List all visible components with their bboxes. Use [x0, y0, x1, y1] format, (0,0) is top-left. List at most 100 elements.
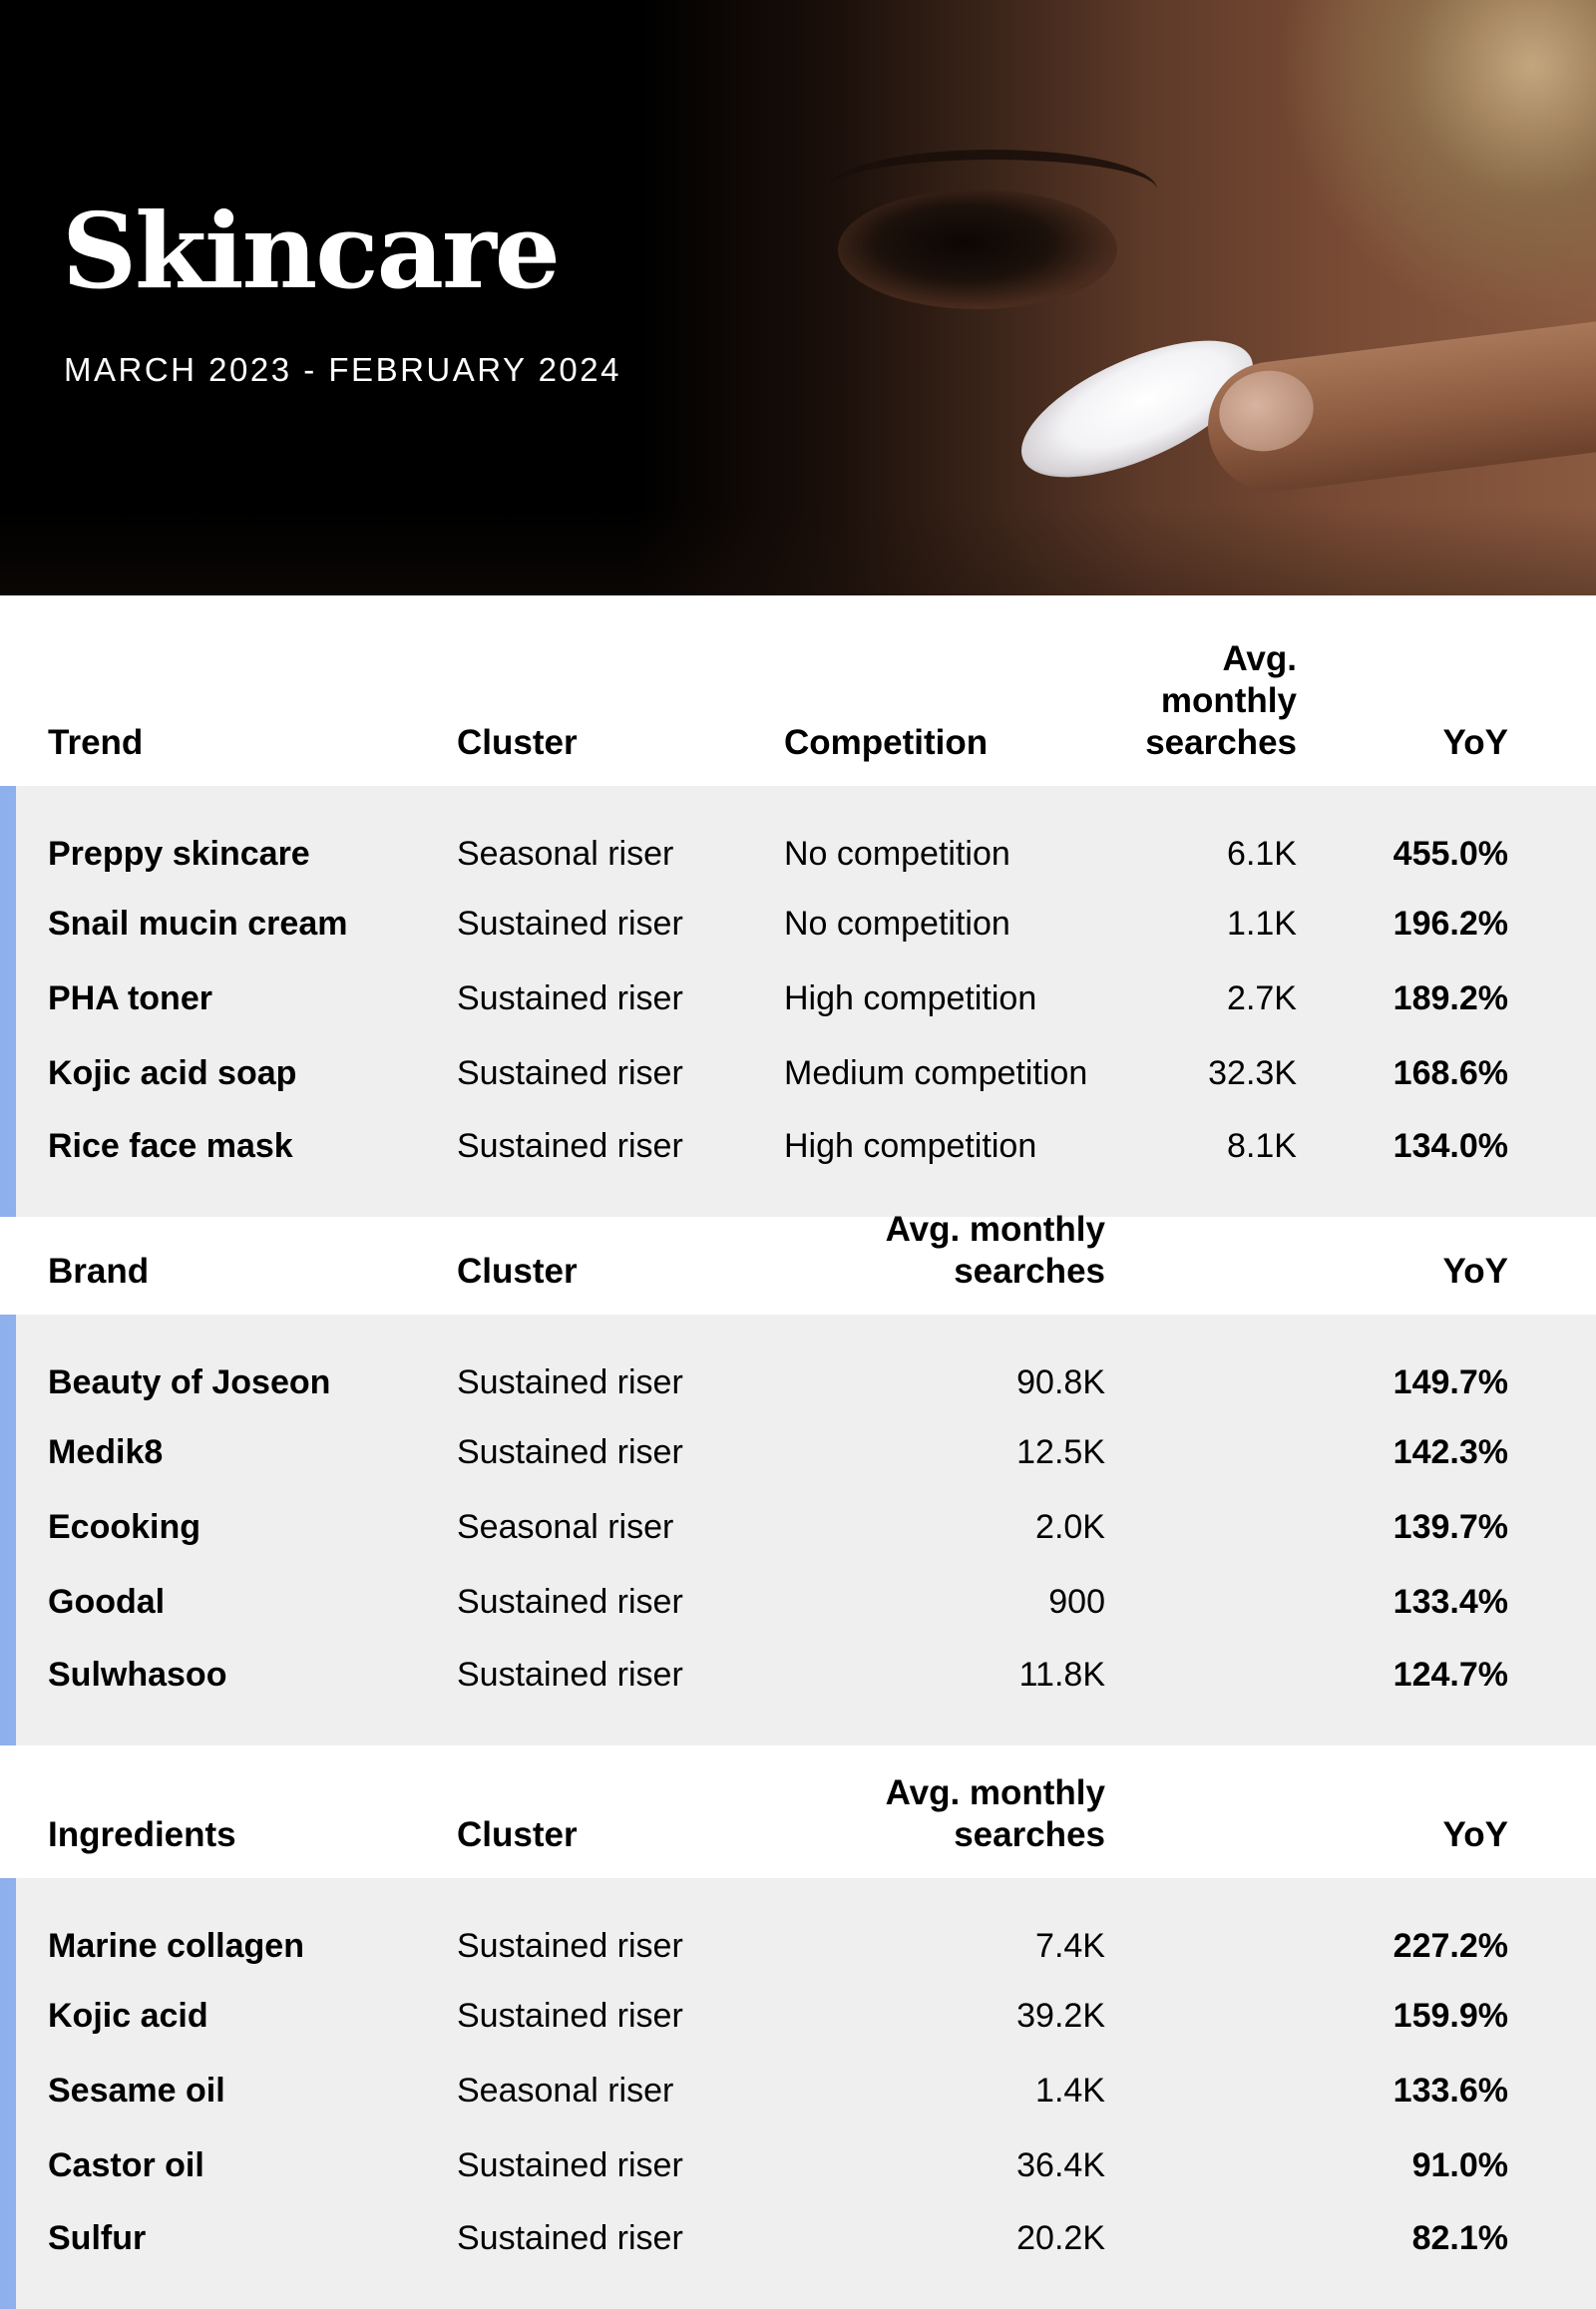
- cluster-cell: Sustained riser: [457, 1979, 806, 2054]
- yoy-cell: 124.7%: [1105, 1640, 1508, 1745]
- ingredient-name: Kojic acid: [48, 1979, 457, 2054]
- trends-table: Trend Cluster Competition Avg. monthly se…: [0, 638, 1596, 1217]
- column-header-cluster: Cluster: [457, 1815, 578, 1854]
- cluster-cell: Sustained riser: [457, 2128, 806, 2203]
- hero-photo-shade: [0, 506, 1596, 595]
- table-row: Medik8 Sustained riser 12.5K 142.3%: [0, 1415, 1596, 1490]
- trend-name: Snail mucin cream: [48, 887, 457, 962]
- yoy-cell: 159.9%: [1105, 1979, 1508, 2054]
- column-header-trend: Trend: [48, 723, 144, 762]
- searches-cell: 6.1K: [1133, 786, 1297, 887]
- column-header-yoy: YoY: [1442, 1815, 1508, 1854]
- brand-name: Ecooking: [48, 1490, 457, 1565]
- yoy-cell: 196.2%: [1297, 887, 1508, 962]
- yoy-cell: 168.6%: [1297, 1036, 1508, 1111]
- table-row: Snail mucin cream Sustained riser No com…: [0, 887, 1596, 962]
- cluster-cell: Seasonal riser: [457, 1490, 806, 1565]
- yoy-cell: 133.4%: [1105, 1565, 1508, 1640]
- trend-name: Preppy skincare: [48, 786, 457, 887]
- table-row: Preppy skincare Seasonal riser No compet…: [0, 786, 1596, 887]
- column-header-avg-monthly-searches: Avg. monthly searches: [885, 1773, 1105, 1854]
- competition-cell: No competition: [784, 887, 1133, 962]
- ingredients-table: Ingredients Cluster Avg. monthly searches…: [0, 1764, 1596, 2309]
- yoy-cell: 133.6%: [1105, 2054, 1508, 2128]
- brand-name: Goodal: [48, 1565, 457, 1640]
- searches-cell: 7.4K: [806, 1878, 1105, 1979]
- yoy-cell: 149.7%: [1105, 1315, 1508, 1415]
- cluster-cell: Sustained riser: [457, 1111, 784, 1217]
- yoy-cell: 227.2%: [1105, 1878, 1508, 1979]
- column-header-cluster: Cluster: [457, 723, 578, 762]
- cluster-cell: Sustained riser: [457, 962, 784, 1036]
- table-row: Goodal Sustained riser 900 133.4%: [0, 1565, 1596, 1640]
- column-header-avg-monthly-searches: Avg. monthly searches: [885, 1210, 1105, 1291]
- yoy-cell: 142.3%: [1105, 1415, 1508, 1490]
- column-header-yoy: YoY: [1442, 723, 1508, 762]
- table-row: Ecooking Seasonal riser 2.0K 139.7%: [0, 1490, 1596, 1565]
- cluster-cell: Seasonal riser: [457, 786, 784, 887]
- searches-cell: 1.1K: [1133, 887, 1297, 962]
- cluster-cell: Sustained riser: [457, 887, 784, 962]
- competition-cell: High competition: [784, 962, 1133, 1036]
- cluster-cell: Sustained riser: [457, 1878, 806, 1979]
- searches-cell: 36.4K: [806, 2128, 1105, 2203]
- column-header-cluster: Cluster: [457, 1252, 578, 1291]
- ingredient-name: Castor oil: [48, 2128, 457, 2203]
- brand-name: Beauty of Joseon: [48, 1315, 457, 1415]
- yoy-cell: 82.1%: [1105, 2203, 1508, 2309]
- yoy-cell: 91.0%: [1105, 2128, 1508, 2203]
- column-header-brand: Brand: [48, 1252, 150, 1291]
- table-row: Kojic acid Sustained riser 39.2K 159.9%: [0, 1979, 1596, 2054]
- yoy-cell: 189.2%: [1297, 962, 1508, 1036]
- table-row: Kojic acid soap Sustained riser Medium c…: [0, 1036, 1596, 1111]
- ingredient-name: Sulfur: [48, 2203, 457, 2309]
- table-row: Sulwhasoo Sustained riser 11.8K 124.7%: [0, 1640, 1596, 1745]
- cluster-cell: Seasonal riser: [457, 2054, 806, 2128]
- searches-cell: 32.3K: [1133, 1036, 1297, 1111]
- hero-photo-eyebrow: [828, 150, 1157, 229]
- column-header-yoy: YoY: [1442, 1252, 1508, 1291]
- ingredient-name: Marine collagen: [48, 1878, 457, 1979]
- trend-name: Rice face mask: [48, 1111, 457, 1217]
- cluster-cell: Sustained riser: [457, 1415, 806, 1490]
- page-title: Skincare: [62, 190, 561, 312]
- yoy-cell: 455.0%: [1297, 786, 1508, 887]
- cluster-cell: Sustained riser: [457, 1565, 806, 1640]
- competition-cell: No competition: [784, 786, 1133, 887]
- cluster-cell: Sustained riser: [457, 1315, 806, 1415]
- cluster-cell: Sustained riser: [457, 1640, 806, 1745]
- table-row: Beauty of Joseon Sustained riser 90.8K 1…: [0, 1315, 1596, 1415]
- table-row: Castor oil Sustained riser 36.4K 91.0%: [0, 2128, 1596, 2203]
- table-row: PHA toner Sustained riser High competiti…: [0, 962, 1596, 1036]
- column-header-ingredients: Ingredients: [48, 1815, 236, 1854]
- competition-cell: High competition: [784, 1111, 1133, 1217]
- hero-banner: Skincare MARCH 2023 - FEBRUARY 2024: [0, 0, 1596, 595]
- searches-cell: 900: [806, 1565, 1105, 1640]
- table-row: Rice face mask Sustained riser High comp…: [0, 1111, 1596, 1217]
- yoy-cell: 134.0%: [1297, 1111, 1508, 1217]
- searches-cell: 20.2K: [806, 2203, 1105, 2309]
- hero-photo-hair: [1277, 0, 1596, 329]
- table-row: Sesame oil Seasonal riser 1.4K 133.6%: [0, 2054, 1596, 2128]
- date-range: MARCH 2023 - FEBRUARY 2024: [64, 351, 621, 388]
- brand-name: Sulwhasoo: [48, 1640, 457, 1745]
- searches-cell: 39.2K: [806, 1979, 1105, 2054]
- yoy-cell: 139.7%: [1105, 1490, 1508, 1565]
- column-header-avg-monthly-searches: Avg. monthly searches: [1145, 639, 1297, 762]
- ingredient-name: Sesame oil: [48, 2054, 457, 2128]
- cluster-cell: Sustained riser: [457, 2203, 806, 2309]
- searches-cell: 2.0K: [806, 1490, 1105, 1565]
- searches-cell: 1.4K: [806, 2054, 1105, 2128]
- searches-cell: 8.1K: [1133, 1111, 1297, 1217]
- column-header-competition: Competition: [784, 723, 989, 762]
- hero-photo-eye: [838, 190, 1117, 309]
- brands-table: Brand Cluster Avg. monthly searches YoY B…: [0, 1201, 1596, 1745]
- brand-name: Medik8: [48, 1415, 457, 1490]
- table-row: Marine collagen Sustained riser 7.4K 227…: [0, 1878, 1596, 1979]
- trend-name: PHA toner: [48, 962, 457, 1036]
- trend-name: Kojic acid soap: [48, 1036, 457, 1111]
- cluster-cell: Sustained riser: [457, 1036, 784, 1111]
- searches-cell: 90.8K: [806, 1315, 1105, 1415]
- competition-cell: Medium competition: [784, 1036, 1133, 1111]
- table-row: Sulfur Sustained riser 20.2K 82.1%: [0, 2203, 1596, 2309]
